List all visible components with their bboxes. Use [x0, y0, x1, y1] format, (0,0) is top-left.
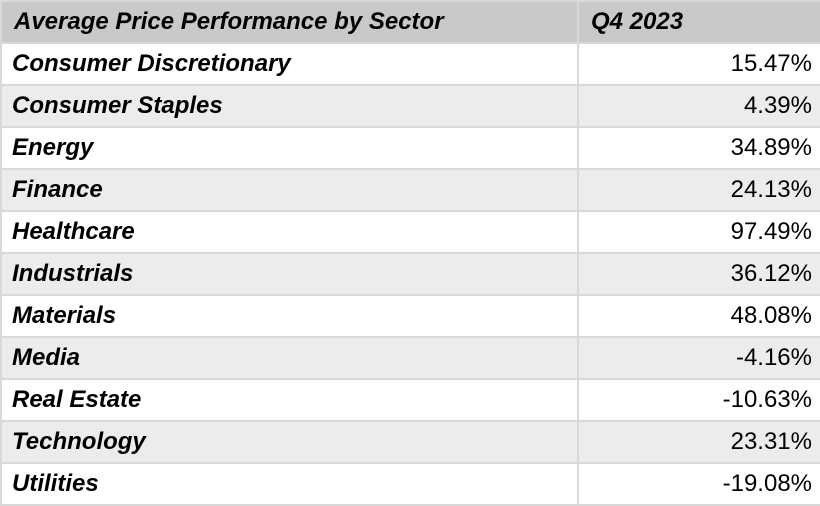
sector-cell: Finance: [0, 168, 579, 212]
table-row: Consumer Staples 4.39%: [0, 84, 820, 128]
sector-cell: Media: [0, 336, 579, 380]
sector-cell: Healthcare: [0, 210, 579, 254]
table-body: Consumer Discretionary 15.47% Consumer S…: [0, 42, 820, 506]
table-row: Utilities -19.08%: [0, 462, 820, 506]
table-title-header: Average Price Performance by Sector: [0, 0, 579, 44]
value-cell: -19.08%: [577, 462, 820, 506]
table-row: Industrials 36.12%: [0, 252, 820, 296]
table-row: Real Estate -10.63%: [0, 378, 820, 422]
value-cell: 34.89%: [577, 126, 820, 170]
table-row: Finance 24.13%: [0, 168, 820, 212]
sector-cell: Consumer Staples: [0, 84, 579, 128]
sector-cell: Consumer Discretionary: [0, 42, 579, 86]
header-row: Average Price Performance by Sector Q4 2…: [0, 0, 820, 44]
table-row: Technology 23.31%: [0, 420, 820, 464]
value-cell: 36.12%: [577, 252, 820, 296]
table-row: Materials 48.08%: [0, 294, 820, 338]
table-row: Media -4.16%: [0, 336, 820, 380]
value-cell: 24.13%: [577, 168, 820, 212]
sector-cell: Industrials: [0, 252, 579, 296]
value-cell: 23.31%: [577, 420, 820, 464]
sector-cell: Energy: [0, 126, 579, 170]
value-cell: 4.39%: [577, 84, 820, 128]
value-cell: -4.16%: [577, 336, 820, 380]
table-row: Consumer Discretionary 15.47%: [0, 42, 820, 86]
value-cell: -10.63%: [577, 378, 820, 422]
value-cell: 15.47%: [577, 42, 820, 86]
sector-cell: Real Estate: [0, 378, 579, 422]
table-row: Energy 34.89%: [0, 126, 820, 170]
value-cell: 48.08%: [577, 294, 820, 338]
value-cell: 97.49%: [577, 210, 820, 254]
sector-cell: Technology: [0, 420, 579, 464]
period-header: Q4 2023: [577, 0, 820, 44]
sector-cell: Materials: [0, 294, 579, 338]
sector-cell: Utilities: [0, 462, 579, 506]
table-row: Healthcare 97.49%: [0, 210, 820, 254]
